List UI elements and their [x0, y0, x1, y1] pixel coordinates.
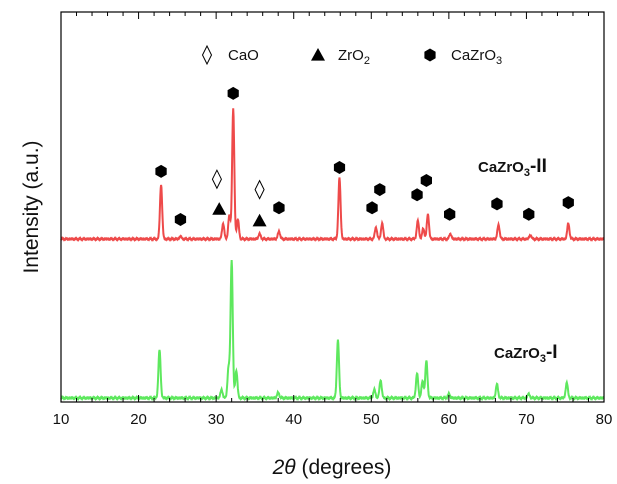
series-labels: CaZrO3-II CaZrO3-I [478, 156, 558, 365]
legend-symbol-triangle-filled [311, 48, 325, 61]
legend-symbol-diamond-open [201, 44, 213, 66]
peak-marker-triangle-filled [252, 213, 267, 227]
legend-label: CaO [228, 47, 259, 64]
peak-marker-hexagon-filled [333, 161, 346, 174]
peak-marker-diamond-open [254, 179, 265, 200]
legend: CaO ZrO2 CaZrO3 [201, 44, 502, 67]
peak-marker-hexagon-filled [491, 197, 503, 211]
peak-marker-hexagon-filled [444, 207, 456, 221]
peak-marker-hexagon-filled [411, 188, 423, 202]
peak-marker-hexagon-filled [374, 183, 386, 197]
peak-marker-diamond-open [211, 169, 222, 190]
x-axis-ticks [60, 12, 605, 402]
series-line-cazro3-i [60, 259, 605, 402]
legend-symbol-hexagon-filled [424, 48, 436, 62]
x-axis-title: 2θ (degrees) [272, 456, 392, 479]
legend-label: CaZrO3 [451, 47, 502, 67]
x-tick-label: 70 [518, 411, 535, 428]
peak-marker-hexagon-filled [155, 164, 167, 178]
plot-area [60, 86, 605, 402]
x-tick-label: 10 [53, 411, 70, 428]
series-label: CaZrO3-I [494, 342, 558, 365]
x-tick-label: 40 [285, 411, 302, 428]
peak-marker-hexagon-filled [227, 86, 239, 100]
peak-marker-hexagon-filled [366, 201, 378, 215]
x-tick-label: 20 [130, 411, 147, 428]
peak-marker-hexagon-filled [562, 196, 574, 210]
legend-label: ZrO2 [338, 47, 370, 67]
x-tick-label: 80 [596, 411, 613, 428]
y-axis-title: Intensity (a.u.) [20, 140, 43, 273]
peak-marker-hexagon-filled [523, 207, 535, 221]
series-line-cazro3-ii [60, 108, 605, 243]
x-tick-label: 60 [441, 411, 458, 428]
peak-marker-hexagon-filled [174, 213, 187, 226]
peak-marker-hexagon-filled [273, 201, 285, 215]
plot-frame [60, 11, 605, 403]
x-axis-tick-labels: 10 20 30 40 50 60 70 80 [53, 411, 613, 428]
peak-marker-triangle-filled [212, 202, 227, 215]
x-tick-label: 50 [363, 411, 380, 428]
peak-marker-hexagon-filled [420, 174, 432, 187]
x-tick-label: 30 [208, 411, 225, 428]
series-label: CaZrO3-II [478, 156, 547, 179]
